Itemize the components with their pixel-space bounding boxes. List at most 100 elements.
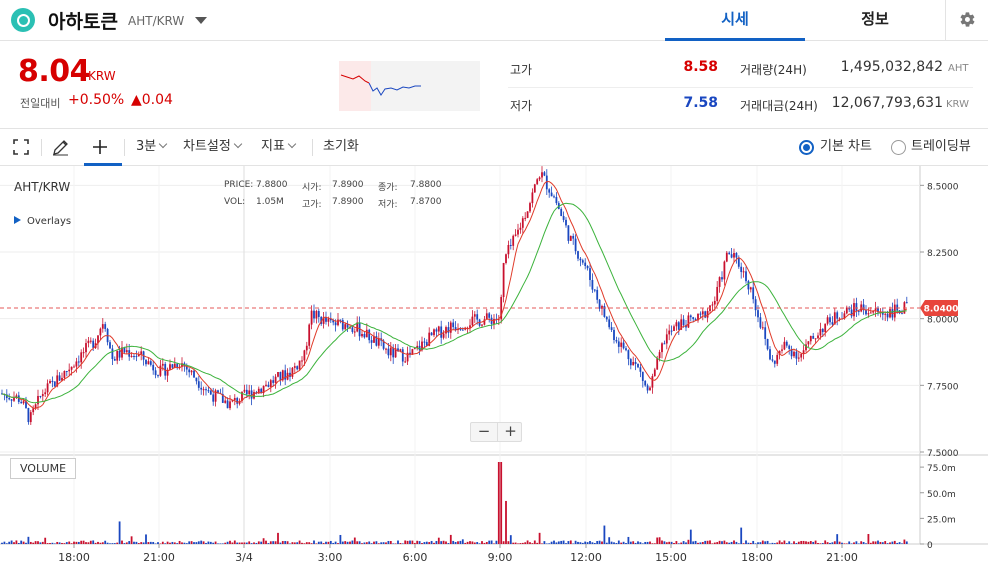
candle-body bbox=[373, 336, 375, 343]
volume-bar bbox=[769, 543, 771, 544]
candle-body bbox=[740, 266, 743, 273]
chart-settings-dropdown[interactable]: 차트설정 bbox=[183, 129, 243, 166]
volume-bar bbox=[358, 541, 361, 544]
volume-bar bbox=[879, 541, 882, 544]
volume-bar bbox=[637, 541, 639, 544]
coin-pair[interactable]: AHT/KRW bbox=[128, 14, 185, 28]
coin-name[interactable]: 아하토큰 bbox=[48, 11, 118, 33]
candle-body bbox=[173, 363, 176, 368]
volume-bar bbox=[58, 542, 61, 544]
candle-body bbox=[437, 326, 440, 332]
candle-body bbox=[404, 361, 407, 363]
candle-body bbox=[586, 266, 589, 269]
crosshair-button[interactable] bbox=[92, 129, 112, 166]
volume-bar bbox=[87, 542, 90, 544]
settings-button[interactable] bbox=[945, 0, 988, 41]
volume-bar bbox=[49, 543, 51, 544]
candle-body bbox=[617, 341, 620, 347]
volume-axis-label: 25.0m bbox=[927, 515, 956, 525]
volume-bar bbox=[601, 541, 603, 544]
volume-bar bbox=[550, 541, 553, 544]
candle-body bbox=[363, 334, 366, 338]
candle-body bbox=[193, 370, 195, 378]
zoom-out-button[interactable]: − bbox=[477, 422, 491, 440]
overlays-toggle[interactable]: Overlays bbox=[14, 216, 71, 227]
volume-bar bbox=[903, 539, 906, 544]
volume-bar bbox=[680, 542, 683, 544]
volume-bar bbox=[629, 541, 632, 544]
draw-button[interactable] bbox=[52, 129, 72, 166]
volume-bar bbox=[709, 540, 711, 544]
amount-unit: KRW bbox=[946, 99, 969, 110]
volume-bar bbox=[149, 541, 152, 544]
volume-bar bbox=[701, 542, 704, 544]
zoom-in-button[interactable]: + bbox=[497, 423, 523, 441]
candle-body bbox=[884, 313, 887, 315]
candle-body bbox=[572, 235, 575, 239]
tab-info[interactable]: 정보 bbox=[861, 10, 889, 28]
candle-body bbox=[257, 388, 260, 394]
reset-button[interactable]: 초기화 bbox=[323, 139, 359, 154]
candle-body bbox=[471, 316, 474, 326]
candle-body bbox=[507, 244, 510, 255]
candle-body bbox=[805, 344, 807, 351]
candle-body bbox=[646, 385, 649, 391]
candle-body bbox=[778, 350, 781, 355]
candle-body bbox=[125, 350, 128, 353]
volume-bar bbox=[221, 543, 224, 544]
interval-dropdown[interactable]: 3분 bbox=[136, 129, 168, 166]
candle-body bbox=[387, 348, 390, 356]
candle-body bbox=[692, 317, 695, 319]
volume-bar bbox=[610, 541, 613, 544]
volume-bar bbox=[106, 542, 109, 544]
basic-chart-radio[interactable] bbox=[799, 140, 814, 155]
volume-bar bbox=[517, 543, 519, 544]
volume-bar bbox=[166, 541, 169, 544]
volume-bar bbox=[476, 542, 479, 544]
volume-bar bbox=[97, 541, 99, 544]
candle-body bbox=[747, 281, 750, 290]
candle-body bbox=[538, 177, 541, 180]
volume-bar bbox=[514, 542, 517, 544]
legend-close-label: 종가: bbox=[378, 183, 398, 193]
chart-background bbox=[0, 166, 988, 582]
volume-bar bbox=[284, 541, 287, 544]
volume-bar bbox=[639, 542, 642, 544]
candle-body bbox=[370, 340, 373, 343]
volume-bar bbox=[699, 542, 702, 544]
candle-body bbox=[771, 359, 774, 361]
candle-body bbox=[543, 172, 546, 176]
volume-bar bbox=[289, 543, 291, 544]
volume-bar bbox=[833, 541, 836, 544]
candle-body bbox=[430, 332, 433, 336]
basic-chart-label[interactable]: 기본 차트 bbox=[820, 139, 872, 154]
volume-bar bbox=[553, 540, 555, 544]
candle-body bbox=[598, 299, 601, 309]
candle-body bbox=[579, 258, 582, 261]
volume-bar bbox=[353, 537, 356, 544]
candle-body bbox=[569, 235, 572, 241]
chevron-down-icon[interactable] bbox=[195, 17, 207, 24]
candle-body bbox=[229, 401, 231, 409]
volume-bar bbox=[545, 543, 548, 544]
volume-bar bbox=[785, 543, 788, 544]
price-chart[interactable]: 8.5000 8.2500 8.0000 7.7500 7.5000 18:00 21:00… bbox=[0, 166, 988, 582]
candle-body bbox=[833, 312, 836, 325]
tab-price[interactable]: 시세 bbox=[665, 0, 805, 41]
candle-body bbox=[454, 327, 457, 331]
low-label: 저가 bbox=[510, 99, 533, 113]
candle-body bbox=[881, 311, 884, 315]
volume-bar bbox=[493, 543, 495, 544]
volume-bar bbox=[641, 543, 644, 544]
candle-body bbox=[197, 381, 200, 388]
tradingview-label[interactable]: 트레이딩뷰 bbox=[911, 139, 971, 154]
tradingview-radio[interactable] bbox=[891, 140, 906, 155]
crosshair-active-indicator bbox=[84, 163, 122, 166]
fullscreen-button[interactable] bbox=[13, 129, 33, 166]
candlestick-chart[interactable]: 8.5000 8.2500 8.0000 7.7500 7.5000 18:00 21:00… bbox=[0, 166, 988, 582]
volume-bar bbox=[435, 540, 438, 544]
candle-body bbox=[764, 327, 767, 339]
candle-body bbox=[392, 347, 395, 358]
indicators-dropdown[interactable]: 지표 bbox=[261, 129, 297, 166]
volume-bar bbox=[541, 543, 543, 544]
